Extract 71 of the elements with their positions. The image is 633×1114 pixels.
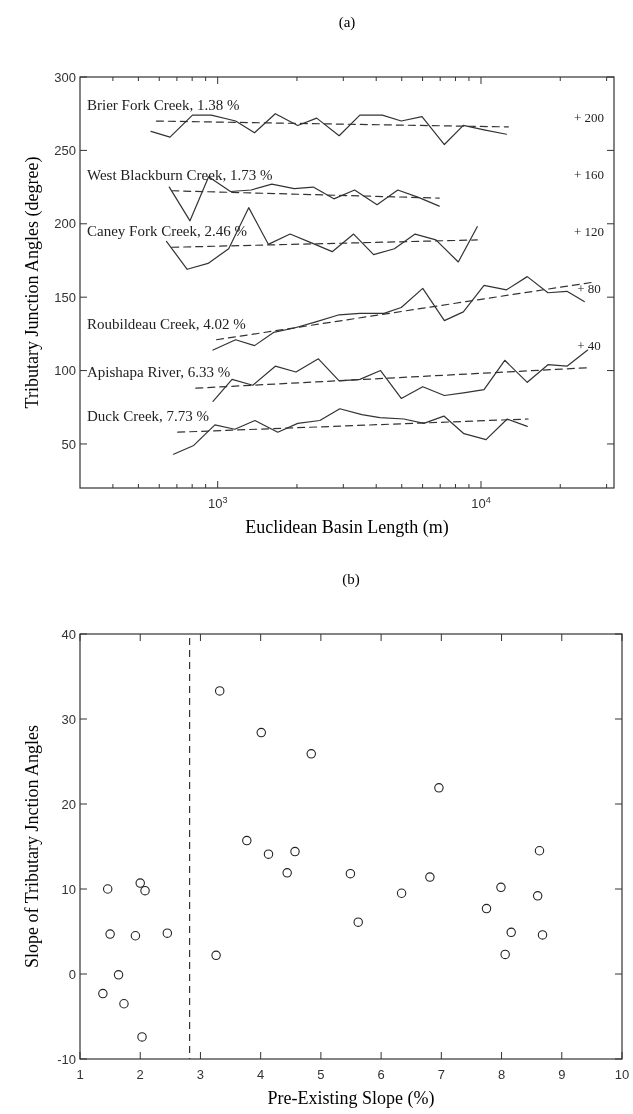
y-tick-label: 250 xyxy=(54,142,76,158)
x-tick-label: 8 xyxy=(497,1067,506,1082)
point xyxy=(282,868,292,878)
point xyxy=(130,931,141,941)
point xyxy=(496,882,506,893)
y-axis-title: Tributary Junction Angles (degree) xyxy=(22,156,43,409)
point xyxy=(113,970,124,980)
chart-title: (a) xyxy=(338,14,356,31)
point xyxy=(396,888,407,898)
y-axis-title: Slope of Tributary Jnction Angles xyxy=(22,724,42,969)
series-label: Duck Creek, 7.73 % xyxy=(87,408,210,425)
x-tick-label: 10$^{3}$ xyxy=(207,495,228,511)
series-label: Apishapa River, 6.33 % xyxy=(87,364,231,381)
point xyxy=(140,885,150,896)
y-tick-label: 150 xyxy=(54,289,76,305)
point xyxy=(500,949,510,960)
point xyxy=(135,878,145,888)
point xyxy=(119,999,129,1009)
legend-label: Brier Fork Creek, 1.38 % xyxy=(87,97,240,114)
annotation: + 80 xyxy=(577,281,601,296)
chart-title: (b) xyxy=(342,571,360,588)
line-series xyxy=(150,113,508,146)
point xyxy=(211,950,221,961)
annotation: + 200 xyxy=(573,110,605,125)
point xyxy=(105,929,115,939)
y-tick-label: 300 xyxy=(54,69,76,85)
x-tick-label: 4 xyxy=(257,1067,265,1082)
point xyxy=(263,849,274,859)
x-tick-label: 3 xyxy=(196,1067,205,1082)
x-tick-label: 6 xyxy=(377,1067,385,1082)
y-tick-label: -10 xyxy=(57,1051,76,1067)
x-tick-label: 10 xyxy=(614,1067,630,1082)
x-tick-label: 9 xyxy=(558,1067,566,1082)
x-tick-label: 1 xyxy=(76,1067,84,1082)
annotation: + 40 xyxy=(577,338,601,353)
x-tick-label: 7 xyxy=(437,1067,445,1082)
point xyxy=(537,930,548,940)
point xyxy=(434,783,444,793)
x-tick-label: 10$^{4}$ xyxy=(471,495,491,511)
annotation: + 160 xyxy=(573,167,605,182)
y-tick-label: 20 xyxy=(61,796,76,812)
point xyxy=(102,884,113,894)
y-tick-label: 50 xyxy=(61,436,76,452)
y-tick-label: 100 xyxy=(54,363,76,379)
y-tick-label: 30 xyxy=(61,711,76,727)
point xyxy=(162,928,173,938)
series-label: West Blackburn Creek, 1.73 % xyxy=(87,166,273,183)
point xyxy=(98,988,108,999)
x-tick-label: 5 xyxy=(317,1067,325,1082)
y-tick-label: 200 xyxy=(54,216,76,232)
y-tick-label: 40 xyxy=(61,626,76,642)
x-tick-label: 2 xyxy=(136,1067,144,1082)
point xyxy=(242,835,252,846)
point xyxy=(425,872,435,882)
point xyxy=(306,749,316,759)
annotation: + 120 xyxy=(573,224,605,239)
point xyxy=(290,846,300,857)
point xyxy=(137,1032,147,1042)
point xyxy=(532,891,543,901)
y-tick-label: 0 xyxy=(68,966,76,982)
y-tick-label: 10 xyxy=(61,881,76,897)
point xyxy=(256,727,267,738)
x-axis-title: Pre-Existing Slope (%) xyxy=(267,1088,435,1109)
point xyxy=(534,846,545,856)
point xyxy=(214,686,225,696)
point xyxy=(345,868,356,879)
point xyxy=(481,903,492,914)
point xyxy=(353,917,363,927)
x-axis-title: Euclidean Basin Length (m) xyxy=(245,517,449,538)
point xyxy=(506,927,516,938)
series-label: Roubildeau Creek, 4.02 % xyxy=(87,315,246,332)
